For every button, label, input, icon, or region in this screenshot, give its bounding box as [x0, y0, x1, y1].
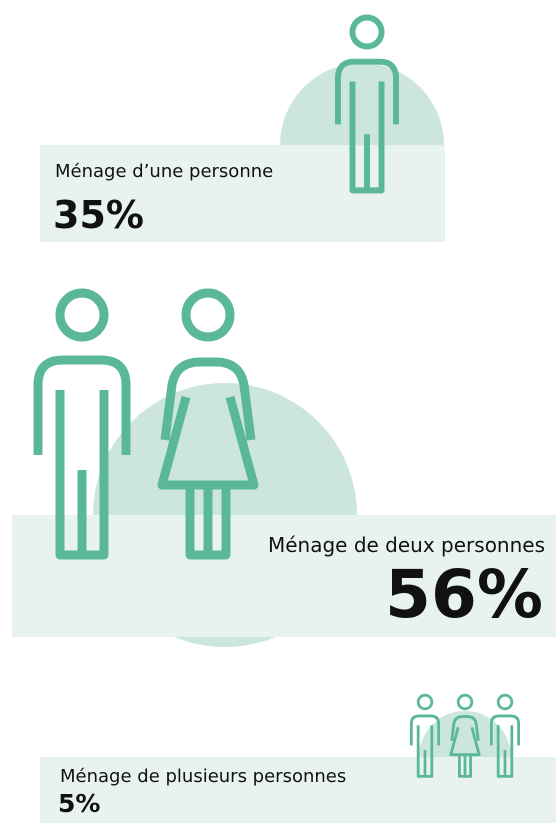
- legs: [458, 754, 472, 778]
- label: Ménage d’une personne: [55, 161, 273, 182]
- head: [55, 288, 109, 342]
- value: 56%: [385, 556, 543, 633]
- head: [496, 693, 514, 711]
- woman-icon: [449, 693, 481, 778]
- body: [33, 355, 131, 455]
- head: [456, 693, 474, 711]
- legs: [55, 390, 109, 560]
- woman-icon: [157, 288, 259, 560]
- body: [334, 58, 400, 125]
- man-icon: [489, 693, 521, 778]
- legs: [416, 725, 434, 778]
- man-icon: [334, 14, 400, 194]
- arms: [450, 715, 480, 741]
- legs: [185, 485, 231, 560]
- head: [349, 14, 385, 50]
- man-icon: [409, 693, 441, 778]
- head: [181, 288, 235, 342]
- legs: [349, 81, 385, 194]
- body: [409, 714, 441, 746]
- arms: [160, 357, 256, 441]
- value: 35%: [53, 193, 144, 237]
- legs: [496, 725, 514, 778]
- man-icon: [33, 288, 131, 560]
- label: Ménage de plusieurs personnes: [60, 766, 346, 787]
- head: [416, 693, 434, 711]
- panel: [40, 145, 445, 242]
- body: [489, 714, 521, 746]
- label: Ménage de deux personnes: [268, 533, 545, 557]
- value: 5%: [58, 789, 100, 818]
